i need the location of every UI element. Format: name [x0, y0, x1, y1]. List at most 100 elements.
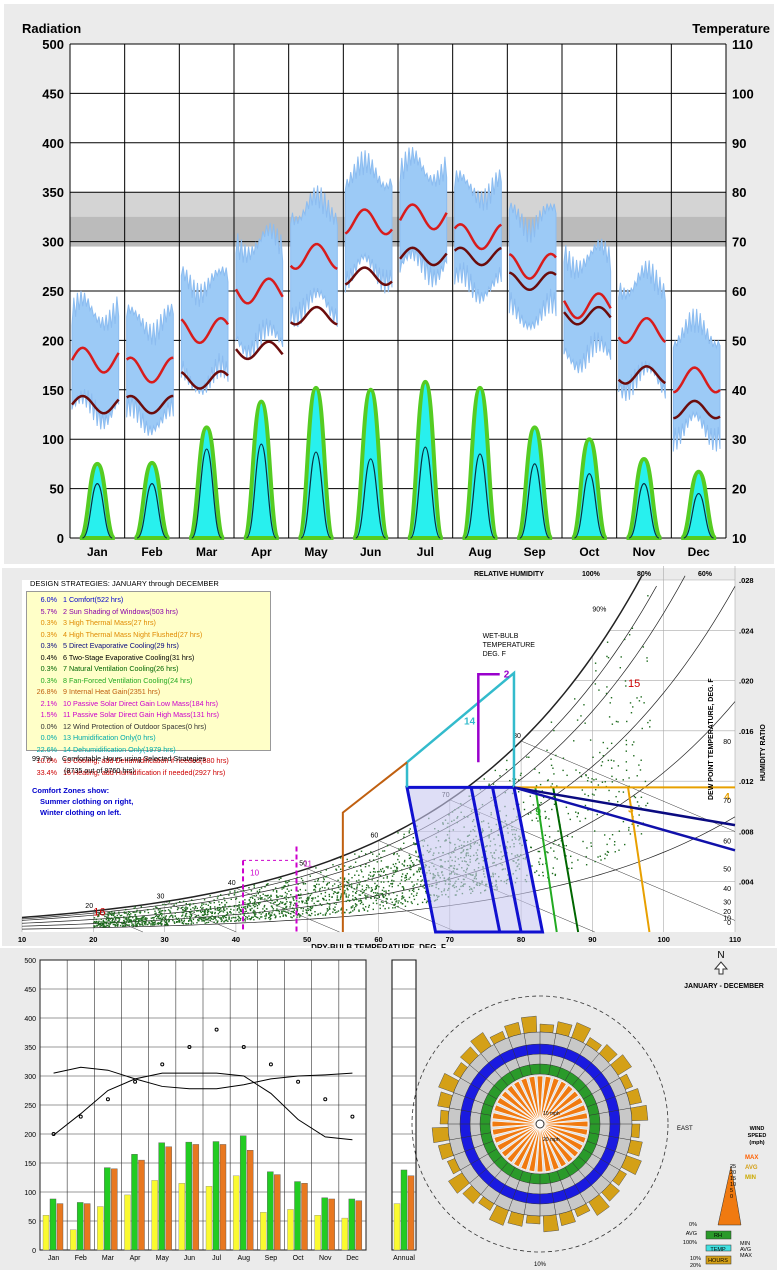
weather-hour-point	[112, 914, 115, 917]
month-label: Feb	[141, 545, 162, 559]
weather-hour-point	[267, 897, 269, 899]
weather-hour-point	[192, 907, 194, 909]
weather-hour-point	[649, 719, 651, 722]
comfortable-hours: 99.7% Comfortable Hours using Selected S…	[32, 754, 206, 763]
month-label: Apr	[251, 545, 272, 559]
weather-hour-point	[372, 908, 374, 911]
weather-hour-point	[188, 920, 190, 922]
weather-hour-point	[104, 921, 107, 924]
weather-hour-point	[302, 900, 304, 903]
weather-hour-point	[420, 875, 422, 877]
weather-hour-point	[226, 913, 229, 915]
weather-hour-point	[259, 895, 261, 897]
wind-direction-spike	[539, 1075, 552, 1125]
weather-hour-point	[209, 919, 211, 922]
wind-ring-spoke	[460, 1077, 497, 1100]
weather-hour-point	[173, 904, 175, 906]
weather-hour-point	[248, 903, 251, 905]
x-tick-label: 100	[657, 935, 670, 944]
radiation-temperature-chart: 0 50 100 150 200 250 300 350 400 450 500 10 20 30 40 50…	[0, 0, 777, 566]
strategy-percent: 0.3%	[40, 664, 57, 673]
weather-hour-point	[240, 910, 243, 913]
weather-hour-point	[413, 890, 415, 893]
weather-hour-point	[488, 783, 490, 785]
weather-hour-point	[385, 891, 387, 894]
weather-hour-point	[611, 781, 614, 783]
weather-hour-point	[141, 923, 144, 925]
weather-hour-point	[167, 909, 170, 911]
weather-hour-point	[93, 925, 95, 927]
weather-hour-point	[203, 899, 206, 901]
hr-tick-label: .028	[739, 576, 754, 585]
weather-hour-point	[249, 905, 252, 907]
weather-hour-point	[247, 904, 249, 906]
weather-hour-point	[168, 916, 171, 918]
weather-hour-point	[270, 905, 273, 907]
weather-hour-point	[105, 923, 107, 925]
weather-hour-point	[97, 921, 100, 923]
weather-hour-point	[184, 907, 186, 909]
internal-heat-gain-zone	[341, 761, 408, 932]
weather-hour-point	[413, 863, 415, 866]
left-tick-label: 500	[42, 37, 64, 52]
temp-legend-scale: MIN	[740, 1241, 750, 1247]
weather-hour-point	[546, 851, 548, 853]
weather-hour-point	[161, 909, 164, 912]
month-label: Dec	[688, 545, 710, 559]
weather-hour-point	[107, 918, 110, 920]
weather-hour-point	[409, 828, 411, 830]
weather-hour-point	[205, 908, 208, 910]
weather-hour-point	[550, 758, 552, 760]
weather-hour-point	[370, 887, 373, 889]
weather-hour-point	[154, 910, 156, 912]
weather-hour-point	[384, 894, 387, 897]
left-tick-label: 400	[42, 136, 64, 151]
weather-hour-point	[542, 863, 544, 866]
weather-hour-point	[182, 911, 184, 914]
bottom-month-label: Jul	[212, 1255, 221, 1262]
weather-hour-point	[385, 890, 387, 892]
mean-temperature-line	[70, 346, 120, 374]
weather-hour-point	[148, 922, 151, 924]
weather-hour-point	[611, 834, 614, 836]
weather-hour-point	[168, 920, 170, 923]
weather-hour-point	[526, 756, 528, 758]
wind-direction-spike	[539, 1112, 589, 1125]
weather-hour-point	[348, 894, 350, 896]
weather-hour-point	[554, 839, 556, 841]
weather-hour-point	[253, 886, 256, 888]
weather-hour-point	[394, 906, 396, 909]
weather-hour-point	[611, 767, 613, 769]
hours-segment	[539, 1023, 555, 1034]
weather-hour-point	[258, 888, 261, 891]
weather-hour-point	[579, 772, 581, 774]
weather-hour-point	[314, 888, 316, 891]
weather-hour-point	[332, 908, 335, 910]
weather-hour-point	[306, 902, 309, 905]
weather-hour-point	[205, 918, 207, 920]
weather-hour-point	[157, 915, 160, 918]
weather-hour-point	[160, 912, 162, 914]
weather-hour-point	[252, 911, 254, 913]
weather-hour-point	[368, 886, 370, 889]
weather-hour-point	[401, 869, 403, 871]
radiation-peak	[569, 437, 609, 540]
weather-hour-point	[118, 913, 120, 915]
weather-hour-point	[175, 917, 177, 919]
month-label: Jul	[417, 545, 434, 559]
weather-hour-point	[206, 914, 208, 916]
weather-hour-point	[611, 723, 614, 725]
weather-hour-point	[313, 902, 315, 905]
weather-hour-point	[216, 921, 218, 924]
weather-hour-point	[271, 912, 273, 914]
temp-legend-band	[705, 1244, 732, 1252]
weather-hour-point	[271, 899, 273, 902]
weather-hour-point	[308, 914, 310, 916]
weather-hour-point	[264, 898, 266, 900]
weather-hour-point	[123, 912, 126, 914]
weather-hour-point	[321, 886, 324, 889]
weather-hour-point	[385, 873, 387, 876]
sun-shading-zone	[477, 673, 500, 763]
weather-hour-point	[157, 922, 160, 924]
weather-hour-point	[415, 894, 418, 897]
